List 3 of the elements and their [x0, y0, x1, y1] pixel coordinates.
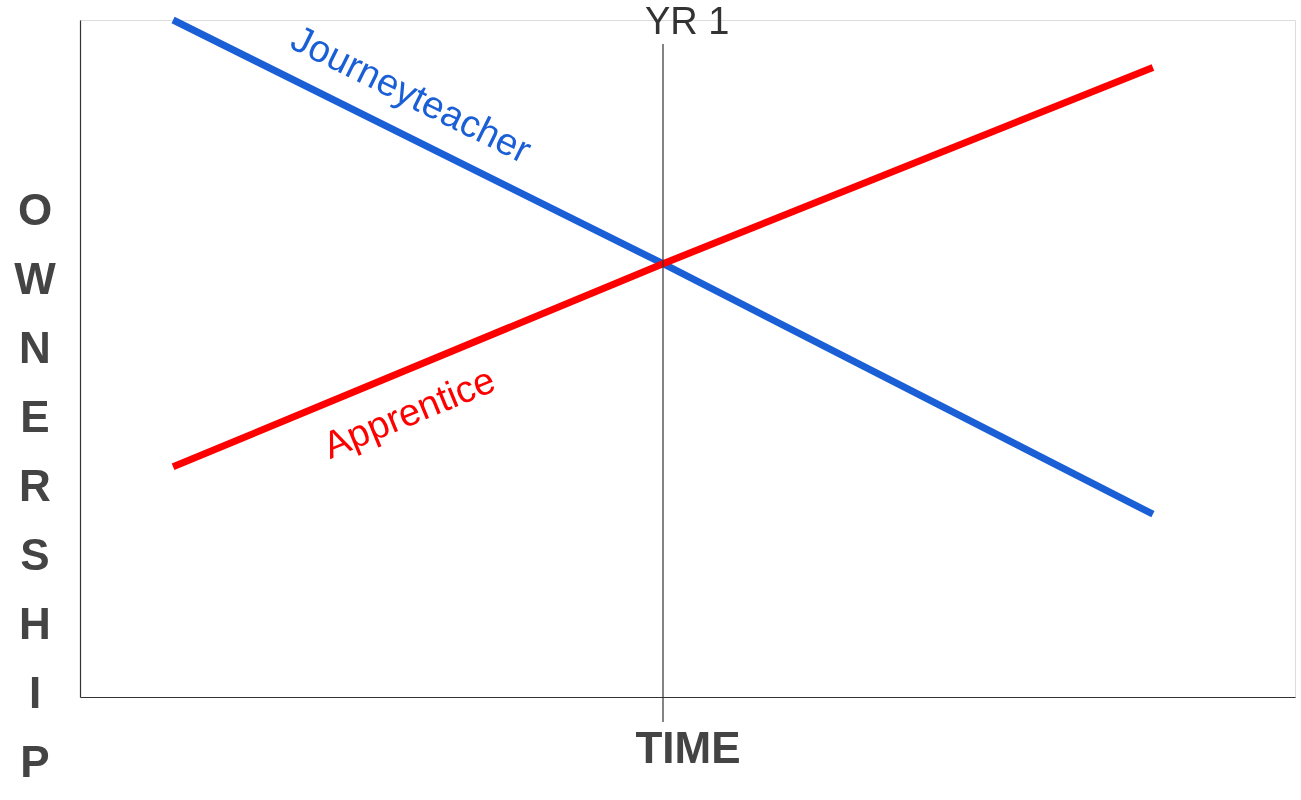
- text: OWNERSHIP: [14, 185, 56, 786]
- annotation: YR 1: [645, 0, 730, 42]
- x-axis-title: TIME: [635, 722, 741, 772]
